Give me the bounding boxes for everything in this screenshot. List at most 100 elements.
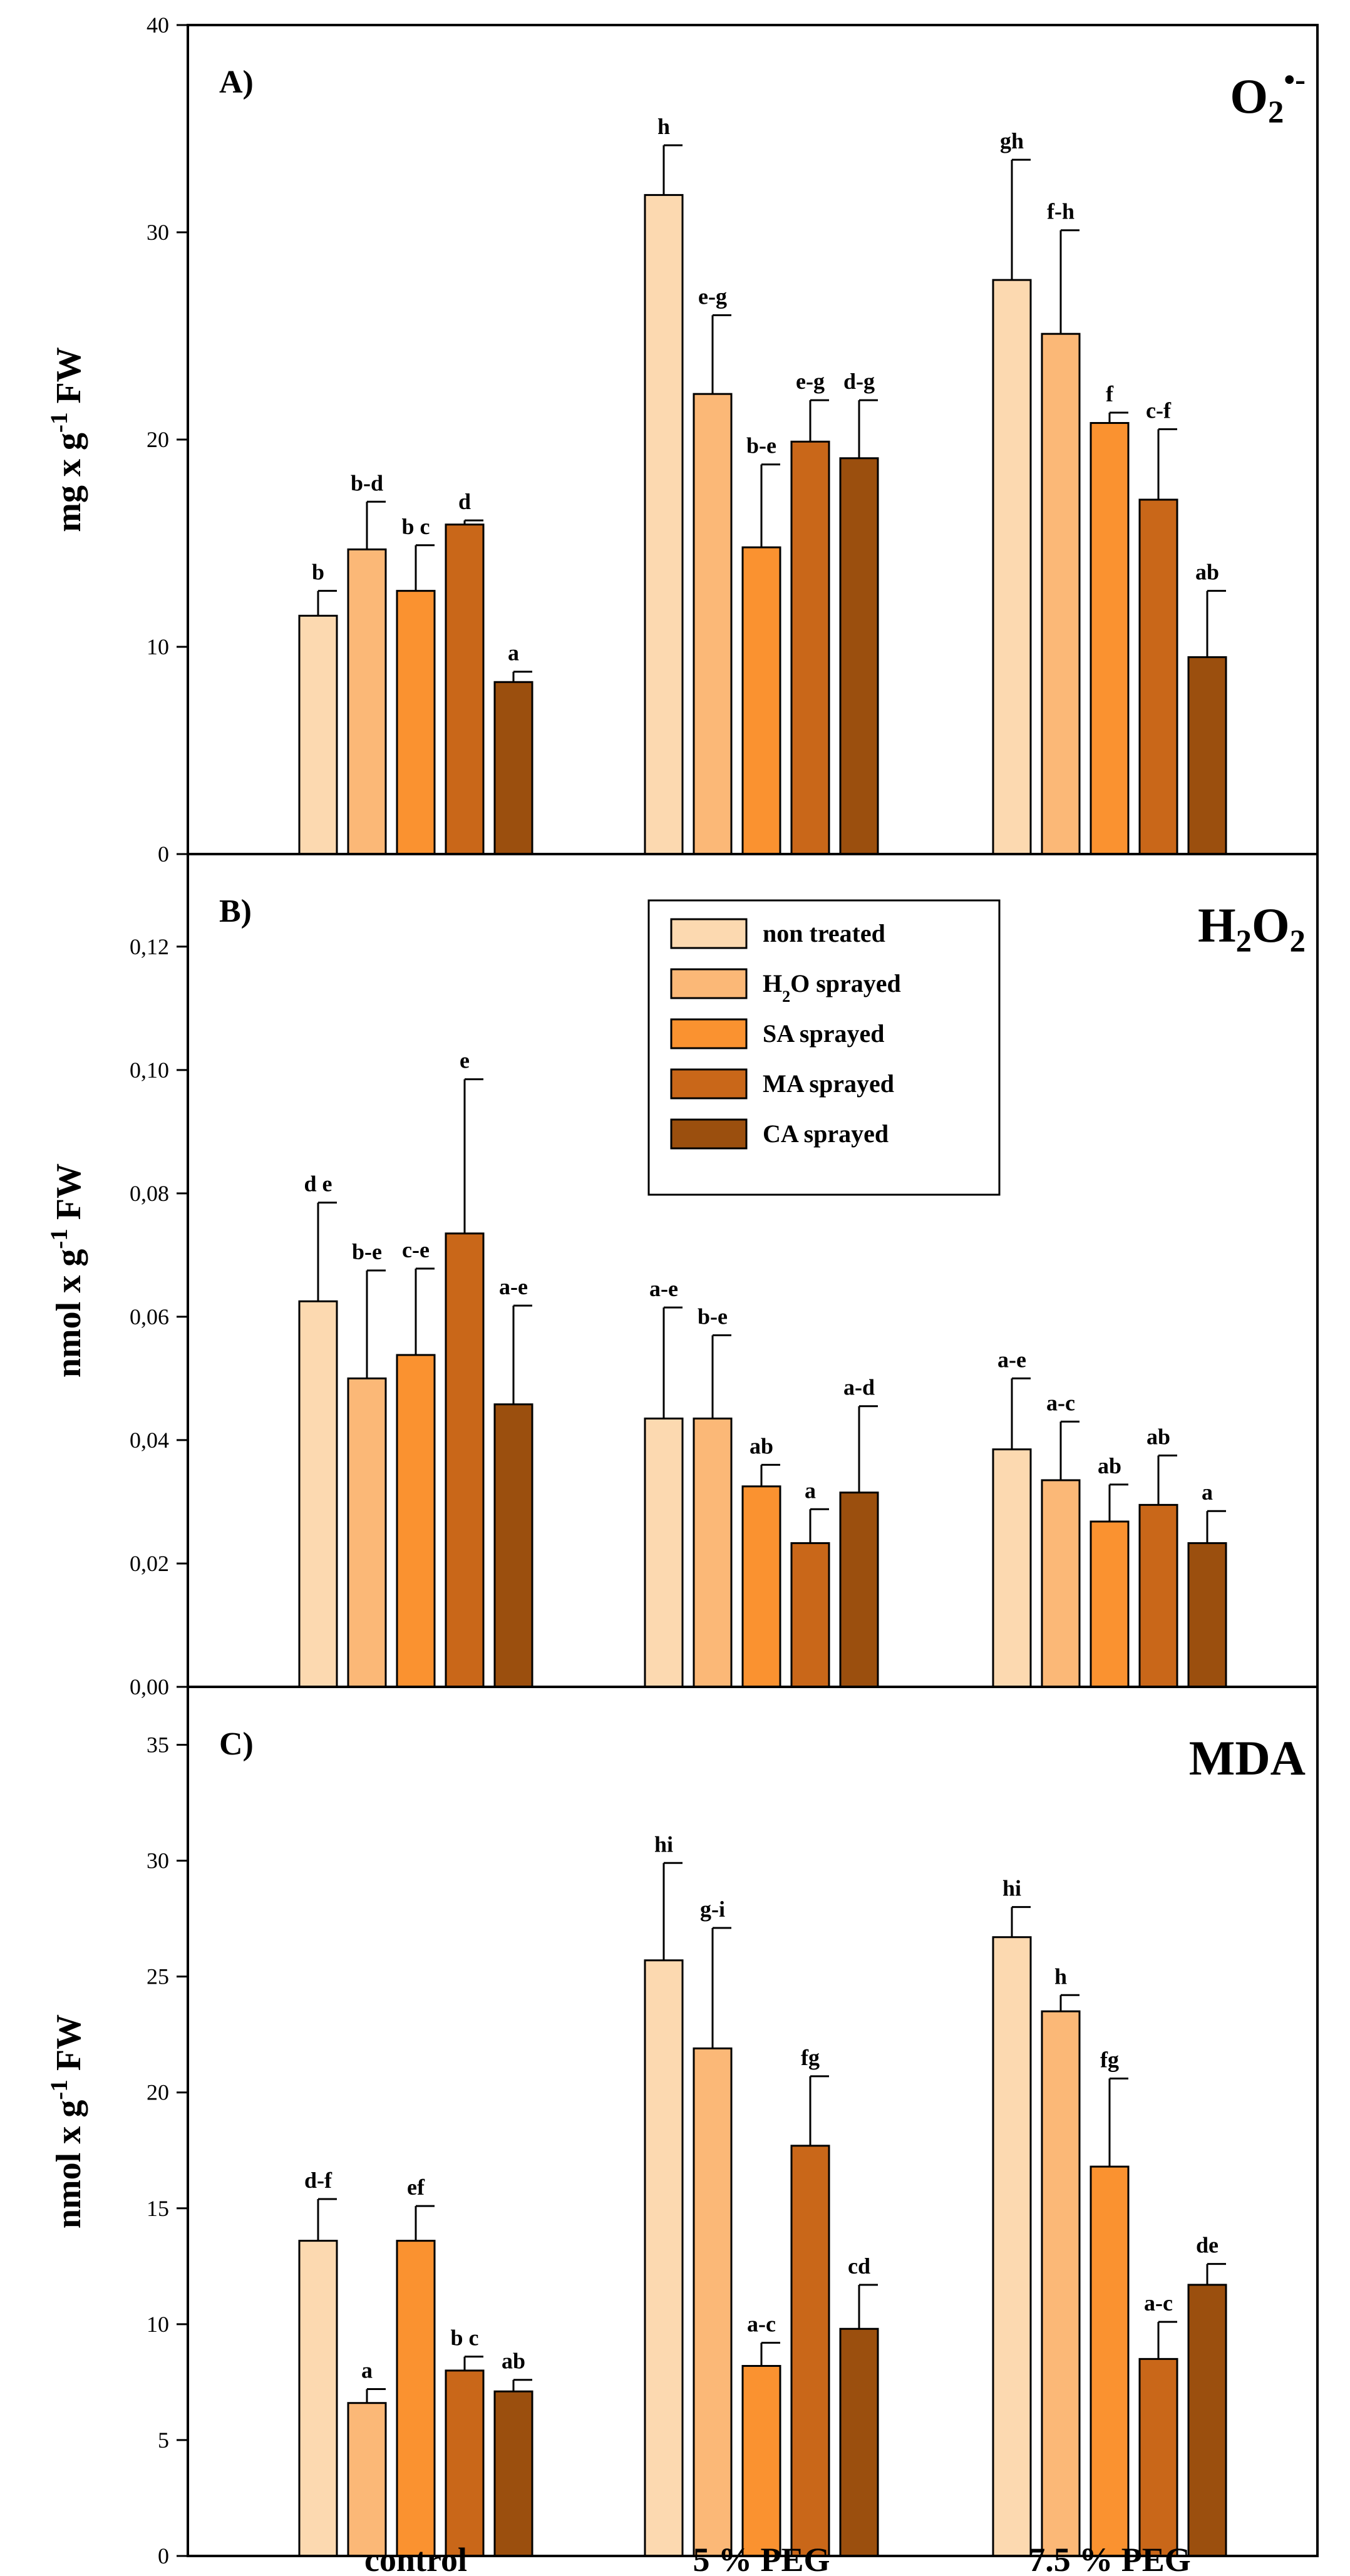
y-tick-label: 0,00 — [130, 1674, 169, 1699]
bar — [347, 548, 387, 855]
bar — [741, 2364, 781, 2557]
significance-label: a-e — [499, 1274, 528, 1299]
significance-label: a — [361, 2358, 373, 2383]
significance-label: ab — [750, 1433, 773, 1458]
y-tick-label: 0 — [158, 2543, 169, 2568]
legend: non treated H2O sprayed SA sprayed MA spray… — [647, 899, 1001, 1196]
legend-label: CA sprayed — [763, 1120, 889, 1148]
y-tick-label: 20 — [147, 2080, 169, 2105]
bar — [992, 279, 1032, 855]
legend-label: SA sprayed — [763, 1019, 885, 1048]
bar — [1090, 1520, 1130, 1688]
bar — [493, 1403, 533, 1688]
bar — [1138, 2357, 1178, 2557]
y-tick-label: 30 — [147, 1848, 169, 1873]
significance-label: d-f — [304, 2168, 332, 2193]
bar — [445, 2369, 485, 2557]
significance-label: f — [1106, 381, 1114, 406]
bar — [790, 440, 830, 855]
y-tick-label: 0,10 — [130, 1058, 169, 1083]
y-tick-label: 0,12 — [130, 934, 169, 959]
bar — [992, 1936, 1032, 2557]
y-tick-label: 0,04 — [130, 1428, 169, 1453]
bar — [644, 1417, 684, 1688]
significance-label: b c — [451, 2326, 479, 2351]
x-category-label: 5 % PEG — [693, 2541, 830, 2576]
significance-label: cd — [848, 2254, 870, 2279]
significance-label: hi — [1002, 1876, 1021, 1901]
significance-label: g-i — [700, 1897, 725, 1922]
plot-frame — [187, 1686, 1319, 2557]
chart-root: 0 10 20 30 40 b h gh b-d e-g f-h b c b-e f d e-g c-f a d-g… — [46, 13, 1319, 2576]
significance-label: a-c — [747, 2311, 776, 2336]
bar — [992, 1448, 1032, 1688]
legend-label: non treated — [763, 919, 885, 947]
significance-label: ab — [1146, 1425, 1170, 1450]
y-axis-label: nmol x g-1 FW — [46, 2014, 89, 2228]
y-tick-label: 0,08 — [130, 1181, 169, 1206]
legend-label: MA sprayed — [763, 1069, 894, 1098]
species-label: MDA — [1189, 1731, 1306, 1785]
bar — [445, 523, 485, 855]
bar — [1138, 498, 1178, 855]
legend-label: H2O sprayed — [763, 969, 901, 1006]
bar — [1138, 1503, 1178, 1688]
y-tick-label: 0 — [158, 842, 169, 867]
x-category-label: 7.5 % PEG — [1028, 2541, 1191, 2576]
significance-label: fg — [1100, 2048, 1119, 2073]
bar — [839, 1492, 879, 1688]
legend-swatch — [670, 968, 748, 999]
x-category-label: control — [364, 2541, 467, 2576]
significance-label: c-f — [1146, 398, 1172, 423]
y-tick-label: 5 — [158, 2428, 169, 2453]
bar — [1041, 1479, 1081, 1688]
bar — [1187, 1542, 1227, 1688]
y-tick-label: 30 — [147, 220, 169, 245]
bar — [347, 1377, 387, 1688]
significance-label: e-g — [796, 369, 825, 394]
significance-label: d — [458, 489, 471, 514]
panel-b: 0,00 0,02 0,04 0,06 0,08 0,10 0,12 d e a-e a-e b-e… — [46, 853, 1319, 1699]
significance-label: ef — [407, 2175, 425, 2200]
legend-swatch — [670, 918, 748, 949]
y-axis-label: mg x g-1 FW — [46, 347, 89, 532]
species-label: O2•- — [1230, 62, 1306, 130]
significance-label: c-e — [402, 1237, 430, 1262]
significance-label: a — [805, 1478, 816, 1503]
bar — [693, 1417, 733, 1688]
bar — [1041, 2010, 1081, 2557]
significance-label: fg — [801, 2045, 820, 2070]
significance-label: e-g — [698, 284, 727, 309]
species-label: H2O2 — [1198, 898, 1306, 959]
bar — [790, 1542, 830, 1688]
panel-label: A) — [219, 64, 254, 100]
bar — [693, 393, 733, 855]
significance-label: hi — [654, 1832, 673, 1857]
significance-label: a — [1202, 1480, 1213, 1505]
significance-label: ab — [1195, 560, 1219, 585]
bar — [493, 2390, 533, 2557]
bar — [839, 2327, 879, 2557]
y-tick-label: 10 — [147, 2312, 169, 2337]
significance-label: b-d — [351, 470, 383, 495]
bar — [298, 2240, 338, 2557]
bar — [1187, 656, 1227, 855]
legend-swatch — [670, 1068, 748, 1100]
bar — [1090, 422, 1130, 855]
significance-label: a-c — [1144, 2290, 1173, 2316]
bar — [644, 193, 684, 855]
significance-label: ab — [502, 2349, 525, 2374]
y-tick-label: 35 — [147, 1733, 169, 1758]
significance-label: a-e — [997, 1347, 1026, 1372]
bar — [298, 614, 338, 855]
significance-label: gh — [1000, 128, 1024, 153]
y-tick-label: 0,06 — [130, 1304, 169, 1329]
significance-label: b-e — [352, 1239, 382, 1264]
bar — [741, 546, 781, 855]
significance-label: a — [508, 641, 519, 666]
significance-label: a-e — [649, 1276, 678, 1301]
legend-swatch — [670, 1018, 748, 1049]
significance-label: b c — [402, 514, 430, 539]
panel-label: C) — [219, 1726, 254, 1762]
